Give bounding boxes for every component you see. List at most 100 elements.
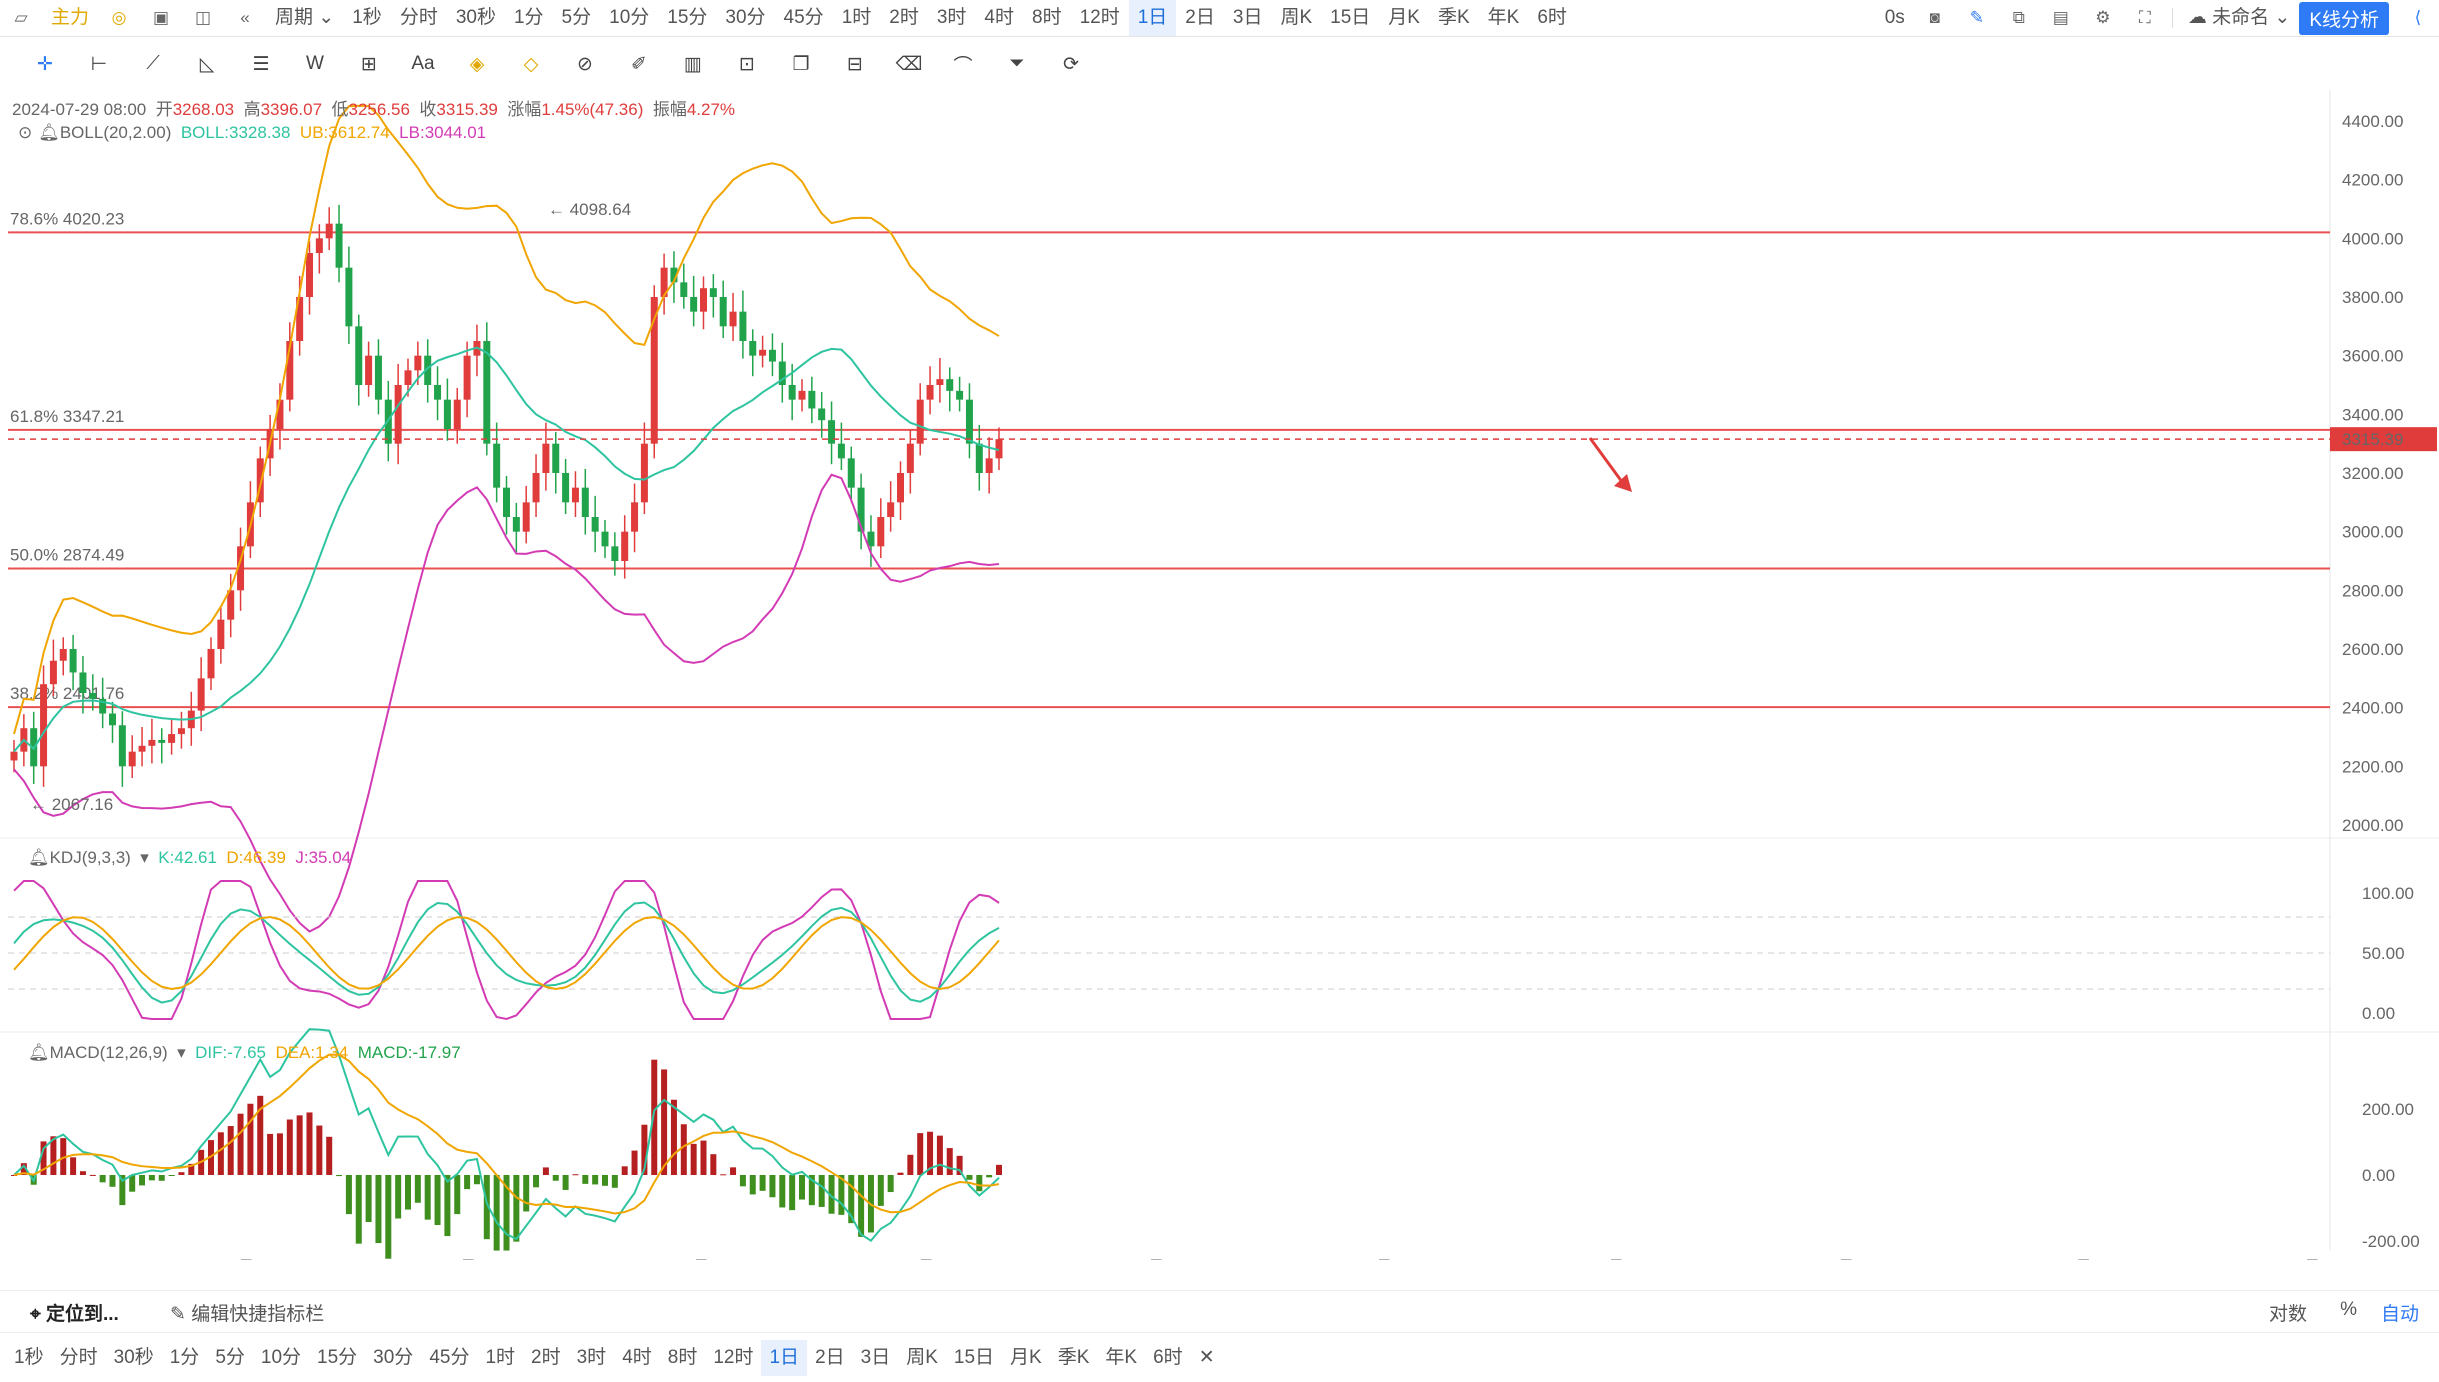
magnet-icon[interactable]: ⌒ (953, 55, 973, 77)
wave-icon[interactable]: W (306, 53, 324, 74)
collapse-icon[interactable]: ⊙ (18, 123, 33, 142)
bottom-period-item-13[interactable]: 8时 (667, 1346, 698, 1368)
period-item-3[interactable]: 1分 (513, 7, 544, 28)
bottom-period-item-3[interactable]: 1分 (169, 1346, 200, 1368)
bottom-period-item-16[interactable]: 2日 (815, 1346, 845, 1368)
filter-icon[interactable]: ⏷ (1009, 53, 1025, 74)
edit-icon[interactable]: ⊟ (847, 53, 863, 75)
rewind-icon[interactable]: « (240, 8, 250, 27)
brush-icon[interactable]: ✐ (631, 53, 647, 75)
period-item-12[interactable]: 4时 (984, 7, 1014, 28)
share-icon[interactable]: ⟨ (2414, 8, 2422, 27)
kline-analysis-button[interactable]: K线分析 (2299, 1, 2389, 35)
period-item-1[interactable]: 分时 (399, 7, 438, 28)
trend-line-icon[interactable]: ⟋ (146, 53, 160, 74)
bottom-period-item-11[interactable]: 3时 (576, 1346, 607, 1368)
auto-scale-toggle[interactable]: 自动 (2380, 1304, 2419, 1325)
text-icon[interactable]: Aa (411, 53, 435, 74)
chart-icon[interactable]: ▱ (14, 8, 28, 27)
parallel-channel-icon[interactable]: ☰ (252, 53, 270, 75)
bell-icon[interactable]: 🔔︎ (28, 848, 50, 867)
period-item-0[interactable]: 1秒 (352, 7, 382, 28)
period-item-23[interactable]: 6时 (1537, 7, 1567, 28)
bottom-period-item-14[interactable]: 12时 (713, 1346, 754, 1368)
bottom-period-item-22[interactable]: 年K (1105, 1346, 1138, 1368)
bottom-period-item-1[interactable]: 分时 (59, 1346, 98, 1368)
calendar-icon[interactable]: ▣ (152, 8, 170, 27)
period-item-21[interactable]: 季K (1437, 7, 1470, 28)
layout-dropdown[interactable]: ☁ 未命名 ⌄ (2187, 7, 2291, 28)
period-item-6[interactable]: 15分 (667, 7, 708, 28)
fibonacci-icon[interactable]: ◈ (469, 53, 485, 75)
period-item-20[interactable]: 月K (1388, 7, 1420, 28)
period-dropdown[interactable]: 周期 ⌄ (275, 7, 335, 28)
bottom-period-item-10[interactable]: 2时 (531, 1346, 561, 1368)
bottom-period-item-15[interactable]: 1日 (761, 1339, 808, 1376)
compare-icon[interactable]: ◫ (194, 8, 212, 27)
period-item-17[interactable]: 3日 (1232, 7, 1263, 28)
dropdown-icon[interactable]: ▾ (140, 848, 149, 867)
period-item-8[interactable]: 45分 (783, 7, 824, 28)
bell-icon[interactable]: 🔔︎ (28, 1043, 50, 1062)
bottom-period-item-17[interactable]: 3日 (860, 1346, 891, 1368)
dropdown-icon[interactable]: ▾ (177, 1043, 186, 1062)
kdj-legend[interactable]: 🔔︎ KDJ(9,3,3) ▾ K:42.61 D:46.39 J:35.04 (28, 848, 351, 868)
bottom-period-item-21[interactable]: 季K (1057, 1346, 1090, 1368)
period-item-10[interactable]: 2时 (889, 7, 919, 28)
rectangle-icon[interactable]: ⊞ (361, 53, 377, 75)
angle-icon[interactable]: ◺ (199, 53, 215, 75)
bottom-period-item-0[interactable]: 1秒 (14, 1346, 44, 1368)
brand-toggle[interactable]: 主力 (42, 0, 98, 36)
pattern-icon[interactable]: ◇ (523, 53, 539, 75)
period-item-14[interactable]: 12时 (1079, 7, 1120, 28)
period-item-7[interactable]: 30分 (725, 7, 766, 28)
camera-icon[interactable]: ◙ (1929, 8, 1940, 27)
bottom-period-item-2[interactable]: 30秒 (113, 1346, 154, 1368)
period-item-9[interactable]: 1时 (841, 7, 872, 28)
close-icon[interactable]: ✕ (1198, 1346, 1215, 1368)
edit-shortcuts-button[interactable]: ✎ 编辑快捷指标栏 (170, 1304, 325, 1325)
ruler-icon[interactable]: ⊘ (577, 53, 593, 75)
period-item-16[interactable]: 2日 (1185, 7, 1215, 28)
bottom-period-item-8[interactable]: 45分 (429, 1346, 470, 1368)
popout-icon[interactable]: ⧉ (2012, 8, 2025, 27)
period-item-18[interactable]: 周K (1280, 7, 1313, 28)
trash-icon[interactable]: ⌫ (895, 53, 923, 75)
period-item-22[interactable]: 年K (1487, 7, 1520, 28)
bell-icon[interactable]: 🔔︎ (38, 123, 60, 142)
period-item-2[interactable]: 30秒 (455, 7, 496, 28)
fullscreen-icon[interactable]: ⛶ (2138, 8, 2151, 27)
log-scale-toggle[interactable]: 对数 (2268, 1304, 2307, 1325)
bottom-period-item-4[interactable]: 5分 (215, 1346, 245, 1368)
period-item-13[interactable]: 8时 (1032, 7, 1062, 28)
bottom-period-item-6[interactable]: 15分 (317, 1346, 358, 1368)
candle-icon[interactable]: ▥ (684, 53, 702, 75)
period-item-11[interactable]: 3时 (936, 7, 967, 28)
bottom-period-item-20[interactable]: 月K (1010, 1346, 1042, 1368)
price-chart[interactable]: 4400.00 4200.00 4000.00 3800.00 3600.00 3400.… (0, 60, 2439, 1260)
bottom-period-item-12[interactable]: 4时 (622, 1346, 652, 1368)
period-item-19[interactable]: 15日 (1330, 7, 1371, 28)
percent-scale-toggle[interactable]: % (2340, 1299, 2357, 1320)
bottom-period-item-7[interactable]: 30分 (373, 1346, 414, 1368)
period-item-4[interactable]: 5分 (561, 7, 592, 28)
template-icon[interactable]: ▤ (2052, 8, 2069, 27)
crosshair-icon[interactable]: ✛ (37, 53, 53, 75)
period-item-15[interactable]: 1日 (1128, 0, 1177, 36)
sync-icon[interactable]: ⟳ (1063, 53, 1079, 75)
bottom-period-item-18[interactable]: 周K (906, 1346, 938, 1368)
settings-icon[interactable]: ⚙ (2095, 8, 2111, 27)
bottom-period-item-23[interactable]: 6时 (1153, 1346, 1183, 1368)
boll-legend[interactable]: ⊙ 🔔︎ BOLL(20,2.00) BOLL:3328.38 UB:3612.… (18, 123, 486, 143)
copy-icon[interactable]: ❐ (792, 53, 810, 75)
coin-icon[interactable]: ◎ (111, 8, 127, 27)
pen-icon[interactable]: ✎ (1969, 8, 1984, 27)
period-item-5[interactable]: 10分 (609, 7, 650, 28)
bottom-period-item-5[interactable]: 10分 (260, 1346, 302, 1368)
bottom-period-item-19[interactable]: 15日 (953, 1346, 995, 1368)
lock-icon[interactable]: ⊡ (739, 53, 755, 75)
macd-legend[interactable]: 🔔︎ MACD(12,26,9) ▾ DIF:-7.65 DEA:1.34 MA… (28, 1043, 461, 1063)
bottom-period-item-9[interactable]: 1时 (485, 1346, 516, 1368)
locate-button[interactable]: ⌖ 定位到... (30, 1304, 119, 1325)
horizontal-line-icon[interactable]: ⊢ (90, 53, 108, 75)
